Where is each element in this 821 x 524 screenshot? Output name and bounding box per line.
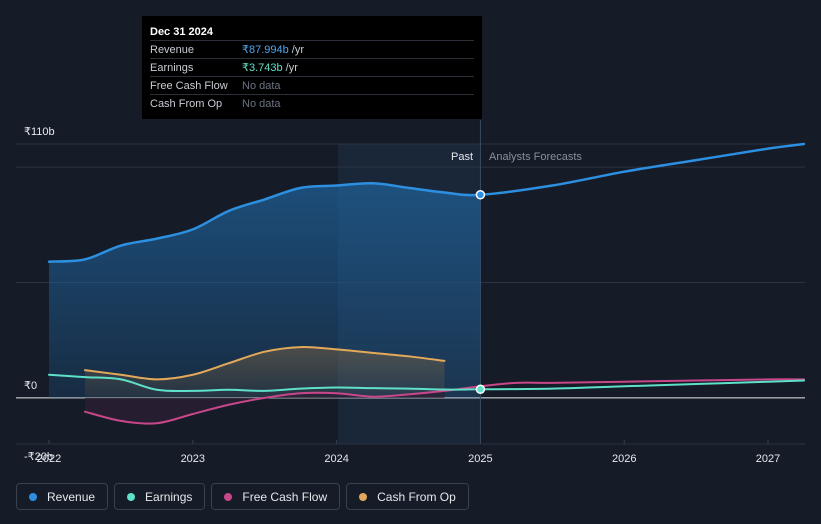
tooltip-date: Dec 31 2024 <box>150 26 213 38</box>
legend-label: Earnings <box>145 489 193 504</box>
tooltip-row-earnings: Earnings ₹3.743b /yr <box>150 58 474 76</box>
revenue-area <box>49 183 481 398</box>
tooltip-value: No data <box>242 79 281 92</box>
x-tick-label: 2024 <box>324 453 348 465</box>
x-tick-label: 2027 <box>756 453 780 465</box>
legend-label: Revenue <box>47 489 96 504</box>
cfo-area <box>84 347 445 398</box>
tooltip-value: ₹3.743b <box>242 62 283 74</box>
revenue-dot-icon <box>29 492 37 501</box>
past-label: Past <box>451 151 473 163</box>
legend-item-earnings[interactable]: Earnings <box>114 483 206 510</box>
tooltip-row-fcf: Free Cash Flow No data <box>150 76 474 94</box>
fcf-dot-icon <box>224 492 233 501</box>
cfo-line <box>83 346 446 381</box>
y-tick-label: ₹0 <box>24 380 37 392</box>
revenue-marker <box>475 190 486 200</box>
x-tick-label: 2022 <box>37 453 61 465</box>
revenue-line <box>47 142 806 263</box>
forecast-label: Analysts Forecasts <box>489 151 582 163</box>
fcf-line <box>83 378 805 425</box>
y-tick-label: -₹20b <box>24 451 53 463</box>
earnings-line <box>48 373 805 393</box>
legend-item-revenue[interactable]: Revenue <box>16 483 109 510</box>
legend-label: Free Cash Flow <box>242 489 328 504</box>
tooltip-value: No data <box>242 97 281 110</box>
x-tick-label: 2025 <box>468 453 492 465</box>
legend-item-cfo[interactable]: Cash From Op <box>346 483 469 510</box>
tooltip-unit: /yr <box>291 43 304 56</box>
tooltip-label: Free Cash Flow <box>150 79 228 92</box>
legend-label: Cash From Op <box>377 489 456 504</box>
tooltip-unit: /yr <box>285 61 298 74</box>
chart: ₹110b ₹0 -₹20b 2022 2023 2024 2025 2026 2027 Pa… <box>16 120 806 465</box>
tooltip-value: ₹87.994b <box>242 44 289 56</box>
series-lines <box>47 142 806 425</box>
highlight-markers <box>475 190 486 395</box>
tooltip-label: Revenue <box>150 43 195 56</box>
tooltip-row-cfo: Cash From Op No data <box>150 94 474 112</box>
x-axis-labels: 2022 2023 2024 2025 2026 2027 <box>37 453 781 465</box>
tooltip-row-revenue: Revenue ₹87.994b /yr <box>150 40 474 58</box>
earnings-marker <box>475 384 486 395</box>
series-areas <box>49 183 481 424</box>
earnings-dot-icon <box>127 492 136 501</box>
tooltip: Dec 31 2024 Revenue ₹87.994b /yr Earning… <box>142 16 482 119</box>
x-tick-label: 2026 <box>612 453 636 465</box>
legend: Revenue Earnings Free Cash Flow Cash Fro… <box>16 483 469 510</box>
tooltip-label: Earnings <box>150 61 194 74</box>
y-axis-labels: ₹110b ₹0 -₹20b <box>24 126 55 463</box>
fcf-area <box>84 390 445 424</box>
legend-item-fcf[interactable]: Free Cash Flow <box>211 483 341 510</box>
y-tick-label: ₹110b <box>24 126 55 138</box>
cfo-dot-icon <box>359 492 368 501</box>
tooltip-label: Cash From Op <box>150 97 223 110</box>
x-tick-label: 2023 <box>181 453 205 465</box>
